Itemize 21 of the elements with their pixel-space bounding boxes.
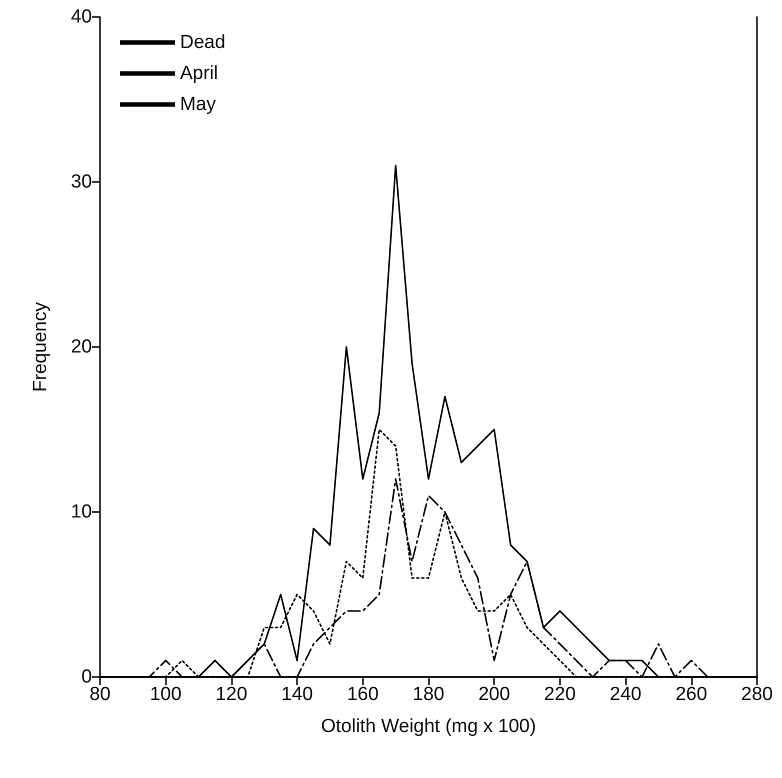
y-tick-label: 0 — [81, 666, 92, 688]
x-axis-title: Otolith Weight (mg x 100) — [320, 716, 536, 737]
legend-label: April — [180, 63, 218, 84]
y-tick-label: 30 — [70, 172, 92, 192]
legend-label: May — [180, 94, 216, 115]
y-tick-label: 20 — [70, 336, 92, 358]
y-axis-title: Frequency — [30, 302, 51, 392]
legend-label: Dead — [180, 32, 226, 53]
x-tick-label: 120 — [216, 684, 248, 705]
x-tick-label: 280 — [741, 684, 773, 705]
x-tick-label: 220 — [544, 684, 576, 705]
x-tick-label: 260 — [675, 684, 708, 705]
x-tick-label: 140 — [281, 684, 313, 705]
x-tick-label: 160 — [346, 684, 379, 705]
x-tick-label: 180 — [412, 684, 444, 705]
x-tick-label: 200 — [478, 684, 510, 705]
y-tick-label: 40 — [70, 6, 92, 28]
x-tick-label: 100 — [150, 684, 182, 705]
y-tick-label: 10 — [70, 502, 92, 522]
x-tick-label: 240 — [610, 684, 642, 705]
x-tick-label: 80 — [89, 684, 111, 705]
